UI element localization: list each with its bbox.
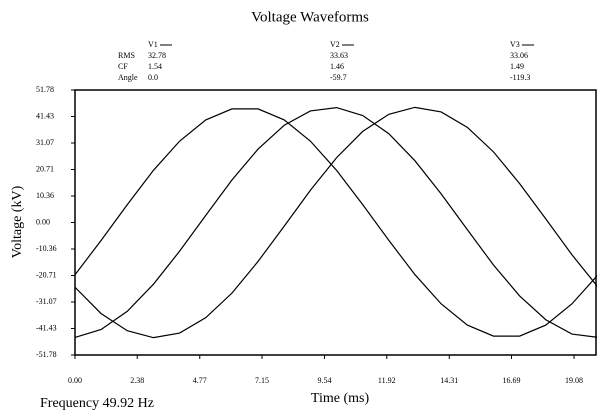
x-tick-label: 9.54	[318, 376, 332, 385]
frequency-note: Frequency 49.92 Hz	[40, 396, 154, 411]
stat-label: Angle	[118, 73, 138, 82]
legend-label: V2	[330, 40, 340, 49]
legend-label: V3	[510, 40, 520, 49]
y-tick-label: -20.71	[36, 270, 57, 279]
stat-value: 0.0	[148, 73, 158, 82]
stat-value: 1.54	[148, 62, 162, 71]
y-tick-label: 0.00	[36, 217, 50, 226]
chart-title: Voltage Waveforms	[251, 9, 369, 25]
stat-value: 32.78	[148, 51, 166, 60]
y-tick-label: -51.78	[36, 350, 57, 359]
stat-value: 33.06	[510, 51, 528, 60]
x-tick-label: 19.08	[565, 376, 583, 385]
x-tick-label: 0.00	[68, 376, 82, 385]
x-tick-label: 2.38	[130, 376, 144, 385]
waveform	[74, 106, 597, 338]
y-tick-label: 31.07	[36, 138, 54, 147]
x-tick-label: 11.92	[378, 376, 396, 385]
stat-label: CF	[118, 62, 128, 71]
stat-value: -119.3	[510, 73, 530, 82]
y-axis-label: Voltage (kV)	[10, 185, 25, 258]
legend-label: V1	[148, 40, 158, 49]
x-tick-label: 7.15	[255, 376, 269, 385]
x-axis-label: Time (ms)	[311, 391, 370, 406]
stat-label: RMS	[118, 51, 135, 60]
x-tick-label: 14.31	[440, 376, 458, 385]
y-tick-label: 41.43	[36, 111, 54, 120]
y-tick-label: 10.36	[36, 191, 54, 200]
waveform	[74, 108, 597, 337]
y-tick-label: -41.43	[36, 323, 57, 332]
plot-frame	[74, 89, 597, 356]
stat-value: 33.63	[330, 51, 348, 60]
y-tick-label: 51.78	[36, 85, 54, 94]
y-tick-label: -31.07	[36, 297, 57, 306]
stat-value: 1.49	[510, 62, 524, 71]
y-tick-label: -10.36	[36, 244, 57, 253]
x-tick-label: 4.77	[193, 376, 207, 385]
stat-value: -59.7	[330, 73, 347, 82]
x-tick-label: 16.69	[503, 376, 521, 385]
y-tick-label: 20.71	[36, 164, 54, 173]
waveform	[74, 106, 597, 339]
stat-value: 1.46	[330, 62, 344, 71]
